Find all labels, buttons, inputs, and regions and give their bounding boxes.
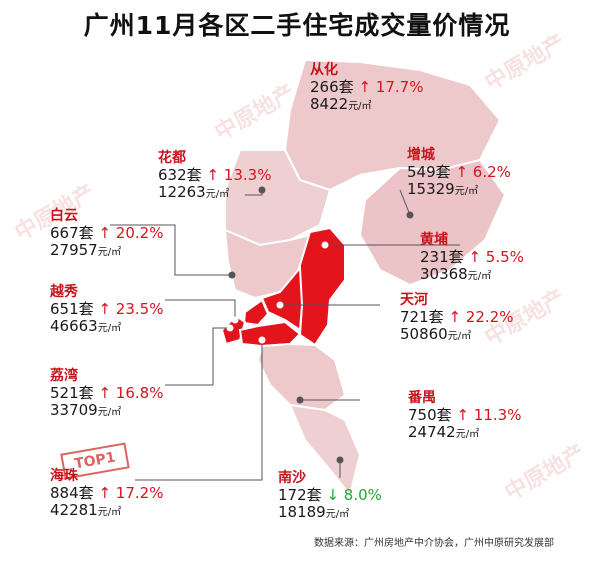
district-label-tianhe: 天河 721套 ↑ 22.2% 50860元/㎡: [400, 292, 514, 344]
district-shape-nansha: [288, 403, 362, 498]
marker-nansha: [336, 456, 344, 464]
change-value: 23.5%: [115, 299, 164, 318]
district-label-huadu: 花都 632套 ↑ 13.3% 12263元/㎡: [158, 150, 272, 202]
district-name: 越秀: [50, 284, 78, 300]
district-name: 天河: [400, 292, 428, 308]
district-name: 番禺: [408, 390, 436, 406]
district-name: 黄埔: [420, 232, 448, 248]
change-value: 20.2%: [115, 223, 164, 242]
marker-panyu: [296, 396, 304, 404]
change-value: 17.2%: [115, 483, 164, 502]
district-label-liwan: 荔湾 521套 ↑ 16.8% 33709元/㎡: [50, 368, 164, 420]
marker-yuexiu: [231, 316, 239, 324]
leader-line-yuexiu: [165, 299, 236, 320]
marker-tianhe: [276, 301, 284, 309]
district-label-haizhu: 海珠 884套 ↑ 17.2% 42281元/㎡: [50, 468, 164, 520]
district-label-conghua: 从化 266套 ↑ 17.7% 8422元/㎡: [310, 62, 424, 114]
change-value: 17.7%: [375, 77, 424, 96]
change-value: 11.3%: [473, 405, 522, 424]
marker-huadu: [258, 186, 266, 194]
district-shape-zengcheng: [358, 158, 507, 287]
marker-baiyun: [228, 271, 236, 279]
district-shape-yuexiu: [242, 298, 270, 327]
marker-liwan: [226, 324, 234, 332]
district-name: 从化: [310, 62, 338, 78]
district-label-baiyun: 白云 667套 ↑ 20.2% 27957元/㎡: [50, 208, 164, 260]
page-title: 广州11月各区二手住宅成交量价情况: [83, 11, 511, 40]
leader-line-liwan: [165, 327, 230, 386]
district-name: 增城: [407, 147, 435, 163]
district-shape-panyu: [256, 342, 347, 412]
district-label-yuexiu: 越秀 651套 ↑ 23.5% 46663元/㎡: [50, 284, 164, 336]
change-value: 16.8%: [115, 383, 164, 402]
change-value: 8.0%: [343, 485, 382, 504]
change-value: 13.3%: [223, 165, 272, 184]
district-name: 海珠: [50, 468, 78, 484]
marker-zengcheng: [406, 211, 414, 219]
district-name: 白云: [50, 208, 78, 224]
marker-huangpu: [321, 241, 329, 249]
change-value: 6.2%: [472, 162, 511, 181]
district-name: 南沙: [278, 470, 306, 486]
district-shape-haizhu: [238, 320, 302, 348]
district-label-zengcheng: 增城 549套 ↑ 6.2% 15329元/㎡: [407, 147, 511, 199]
leader-line-haizhu: [135, 340, 263, 481]
change-value: 5.5%: [485, 247, 524, 266]
district-name: 花都: [158, 150, 186, 166]
marker-haizhu: [258, 336, 266, 344]
district-label-nansha: 南沙 172套 ↓ 8.0% 18189元/㎡: [278, 470, 382, 522]
leader-line-zengcheng: [399, 189, 411, 216]
district-label-huangpu: 黄埔 231套 ↑ 5.5% 30368元/㎡: [420, 232, 524, 284]
change-value: 22.2%: [465, 307, 514, 326]
leader-line-baiyun: [110, 224, 232, 276]
data-source-note: 数据来源：广州房地产中介协会，广州中原研究发展部: [314, 538, 554, 549]
district-name: 荔湾: [50, 368, 78, 384]
district-label-panyu: 番禺 750套 ↑ 11.3% 24742元/㎡: [408, 390, 522, 442]
district-shape-huadu: [224, 149, 332, 247]
